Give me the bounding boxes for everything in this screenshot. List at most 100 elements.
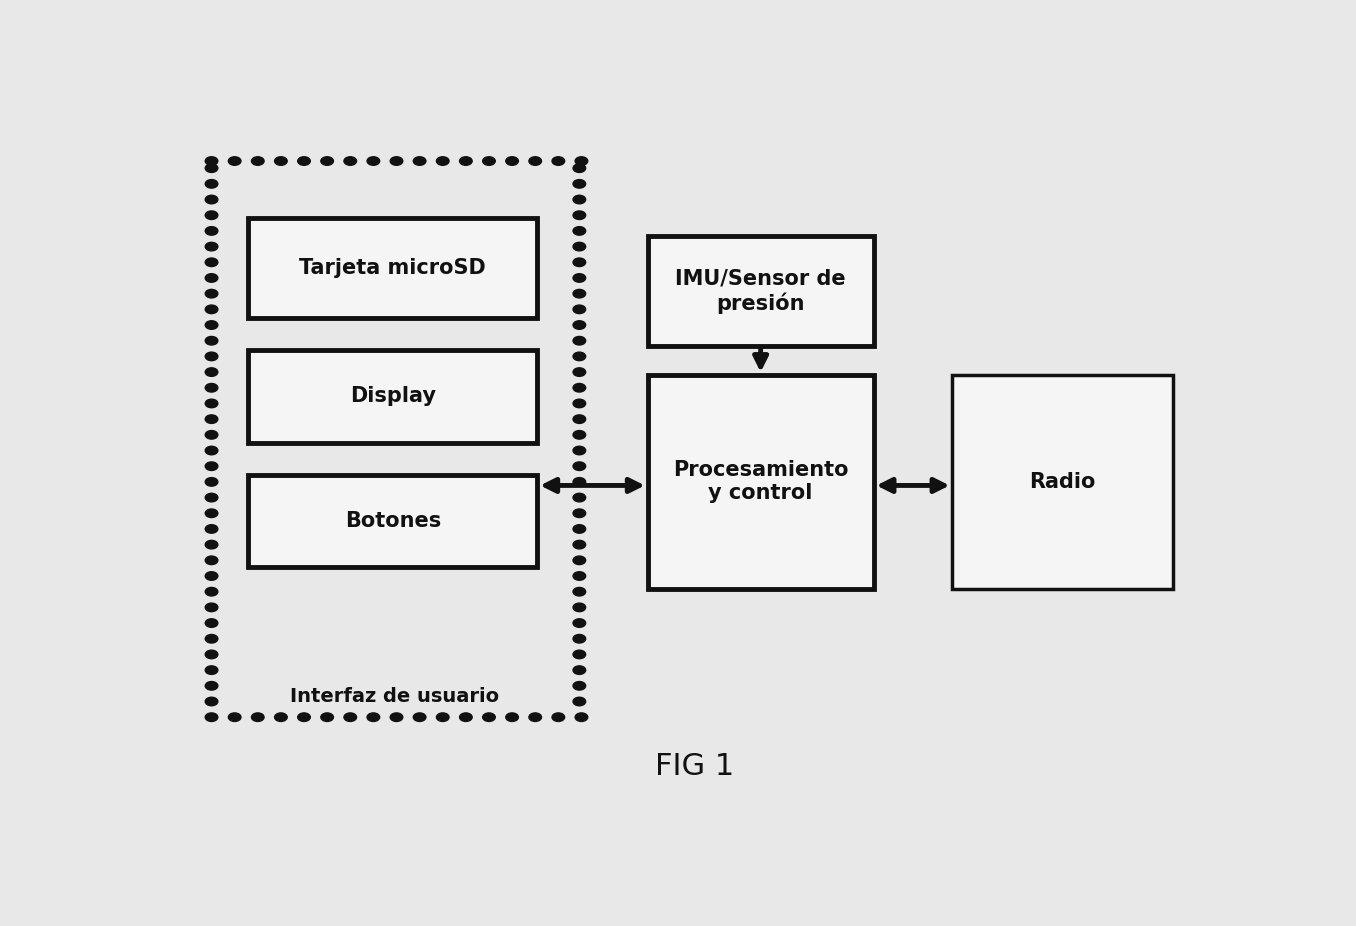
Circle shape (205, 258, 218, 267)
Circle shape (506, 156, 518, 166)
Circle shape (574, 305, 586, 314)
Circle shape (414, 713, 426, 721)
Circle shape (205, 494, 218, 502)
Text: Tarjeta microSD: Tarjeta microSD (300, 258, 487, 278)
Circle shape (574, 525, 586, 533)
Circle shape (574, 650, 586, 658)
Circle shape (205, 431, 218, 439)
Circle shape (506, 713, 518, 721)
Circle shape (574, 603, 586, 612)
Circle shape (574, 431, 586, 439)
Text: IMU/Sensor de
presión: IMU/Sensor de presión (675, 269, 846, 314)
Circle shape (574, 509, 586, 518)
Circle shape (205, 634, 218, 643)
Circle shape (574, 383, 586, 392)
Circle shape (205, 587, 218, 596)
Circle shape (205, 383, 218, 392)
Circle shape (460, 156, 472, 166)
Circle shape (205, 619, 218, 627)
Circle shape (574, 682, 586, 690)
Circle shape (205, 195, 218, 204)
Circle shape (205, 227, 218, 235)
Circle shape (552, 156, 564, 166)
Circle shape (205, 713, 218, 721)
Circle shape (529, 713, 541, 721)
Circle shape (205, 478, 218, 486)
Text: Radio: Radio (1029, 472, 1096, 492)
Circle shape (574, 164, 586, 172)
Circle shape (251, 156, 264, 166)
Circle shape (228, 713, 241, 721)
Circle shape (574, 556, 586, 565)
FancyBboxPatch shape (248, 475, 537, 568)
Circle shape (205, 556, 218, 565)
Circle shape (574, 666, 586, 674)
Circle shape (574, 180, 586, 188)
Circle shape (205, 290, 218, 298)
Circle shape (205, 415, 218, 423)
Text: Display: Display (350, 386, 435, 407)
Circle shape (574, 697, 586, 706)
Circle shape (344, 713, 357, 721)
Circle shape (574, 352, 586, 361)
Circle shape (205, 697, 218, 706)
Circle shape (298, 713, 311, 721)
Circle shape (205, 525, 218, 533)
Circle shape (574, 195, 586, 204)
Circle shape (574, 290, 586, 298)
FancyBboxPatch shape (248, 350, 537, 443)
Circle shape (205, 305, 218, 314)
Circle shape (321, 156, 334, 166)
FancyBboxPatch shape (248, 218, 537, 318)
Circle shape (574, 619, 586, 627)
Circle shape (575, 156, 587, 166)
Circle shape (574, 634, 586, 643)
Circle shape (483, 156, 495, 166)
Circle shape (437, 713, 449, 721)
Circle shape (574, 494, 586, 502)
Circle shape (205, 650, 218, 658)
FancyBboxPatch shape (648, 375, 873, 589)
Text: Botones: Botones (344, 511, 441, 532)
Circle shape (529, 156, 541, 166)
Circle shape (251, 713, 264, 721)
Circle shape (367, 713, 380, 721)
Circle shape (321, 713, 334, 721)
Circle shape (574, 368, 586, 376)
Circle shape (205, 352, 218, 361)
Circle shape (274, 156, 287, 166)
Circle shape (483, 713, 495, 721)
Circle shape (344, 156, 357, 166)
Circle shape (205, 211, 218, 219)
Circle shape (205, 509, 218, 518)
Circle shape (437, 156, 449, 166)
Text: FIG 1: FIG 1 (655, 752, 735, 782)
Circle shape (574, 336, 586, 345)
Circle shape (298, 156, 311, 166)
FancyBboxPatch shape (648, 236, 873, 346)
Circle shape (574, 399, 586, 407)
Circle shape (574, 571, 586, 581)
Circle shape (205, 462, 218, 470)
Circle shape (205, 180, 218, 188)
Circle shape (205, 603, 218, 612)
Circle shape (205, 274, 218, 282)
Circle shape (574, 211, 586, 219)
Circle shape (574, 587, 586, 596)
Circle shape (552, 713, 564, 721)
Circle shape (205, 541, 218, 549)
Circle shape (574, 415, 586, 423)
Circle shape (574, 274, 586, 282)
Circle shape (205, 368, 218, 376)
Circle shape (574, 227, 586, 235)
Circle shape (205, 571, 218, 581)
Circle shape (391, 713, 403, 721)
Circle shape (274, 713, 287, 721)
Text: Procesamiento
y control: Procesamiento y control (673, 460, 849, 504)
Text: Interfaz de usuario: Interfaz de usuario (290, 687, 499, 707)
Circle shape (391, 156, 403, 166)
Circle shape (574, 243, 586, 251)
Circle shape (574, 446, 586, 455)
Circle shape (205, 156, 218, 166)
Circle shape (574, 320, 586, 330)
